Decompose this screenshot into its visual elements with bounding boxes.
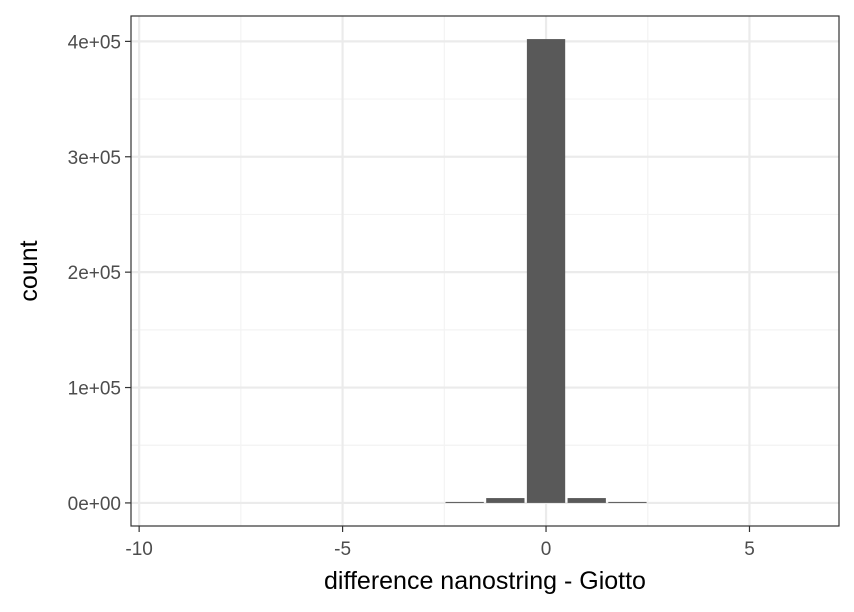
grid-lines [131, 16, 839, 526]
x-axis-title: difference nanostring - Giotto [324, 567, 646, 595]
y-tick-label: 3e+05 [68, 148, 121, 169]
y-axis-title: count [15, 240, 43, 301]
x-tick-label: 5 [744, 539, 755, 560]
histogram-bar [567, 498, 606, 503]
y-tick-label: 0e+00 [68, 494, 121, 515]
y-tick-label: 1e+05 [68, 379, 121, 400]
histogram-bar [445, 501, 484, 503]
histogram-bar [486, 498, 525, 503]
y-tick-label: 2e+05 [68, 263, 121, 284]
x-tick-label: -10 [125, 539, 152, 560]
axis-ticks: -10 -5 0 5 0e+00 1e+05 2e+05 3e+05 4e+05 [68, 32, 755, 560]
histogram-bar [526, 39, 566, 503]
histogram-bar [608, 501, 647, 503]
x-tick-label: -5 [334, 539, 351, 560]
bars [445, 39, 647, 503]
panel-border [130, 15, 840, 527]
y-tick-label: 4e+05 [68, 32, 121, 53]
x-tick-label: 0 [541, 539, 552, 560]
